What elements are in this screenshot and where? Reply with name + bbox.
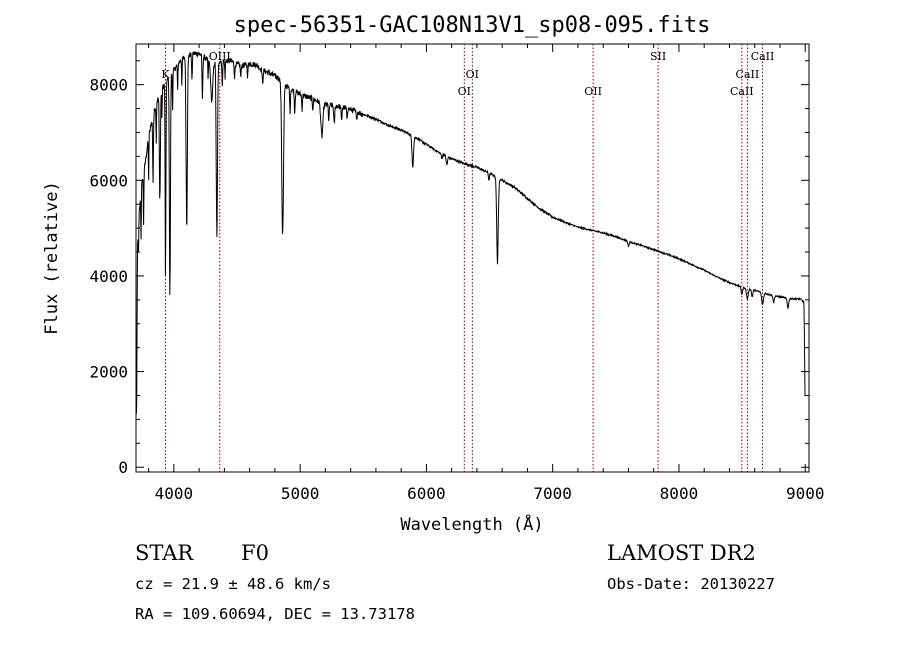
- object-class: STAR: [135, 541, 194, 565]
- plot-frame: [135, 43, 810, 473]
- x-axis-label: Wavelength (Å): [400, 513, 543, 535]
- line-marker-label-3: OI: [466, 68, 479, 81]
- coordinates: RA = 109.60694, DEC = 13.73178: [135, 605, 415, 623]
- chart-title: spec-56351-GAC108N13V1_sp08-095.fits: [234, 13, 711, 38]
- x-tick-label: 8000: [660, 484, 699, 503]
- y-tick-label: 8000: [89, 76, 128, 95]
- x-tick-label: 7000: [533, 484, 572, 503]
- x-tick-label: 9000: [786, 484, 825, 503]
- line-marker-label-5: SII: [650, 50, 666, 63]
- subclass: F0: [241, 541, 269, 565]
- survey-name: LAMOST DR2: [607, 541, 756, 565]
- line-marker-label-2: OI: [458, 85, 471, 98]
- line-marker-label-8: CaII: [751, 50, 775, 63]
- y-axis-label: Flux (relative): [42, 181, 62, 335]
- x-axis-ticks: 4000 5000 6000 7000 8000 9000: [148, 44, 825, 503]
- line-marker-label-4: OII: [584, 85, 602, 98]
- line-marker-label-0: K: [161, 68, 170, 81]
- y-tick-label: 0: [118, 458, 128, 477]
- x-tick-label: 5000: [281, 484, 320, 503]
- y-tick-label: 4000: [89, 267, 128, 286]
- obs-date: Obs-Date: 20130227: [607, 575, 775, 593]
- line-marker-label-7: CaII: [736, 68, 760, 81]
- x-tick-label: 6000: [407, 484, 446, 503]
- y-tick-label: 6000: [89, 171, 128, 190]
- line-marker-label-6: CaII: [730, 85, 754, 98]
- x-tick-label: 4000: [155, 484, 194, 503]
- spectrum-line: [135, 50, 806, 414]
- line-marker-label-1: OIII: [209, 50, 231, 63]
- y-axis-ticks: 0 2000 4000 6000 8000: [89, 60, 809, 477]
- y-tick-label: 2000: [89, 363, 128, 382]
- cz-value: cz = 21.9 ± 48.6 km/s: [135, 575, 331, 593]
- spectral-line-markers: K OIII OI OI OII SII CaII CaII CaII: [161, 44, 774, 472]
